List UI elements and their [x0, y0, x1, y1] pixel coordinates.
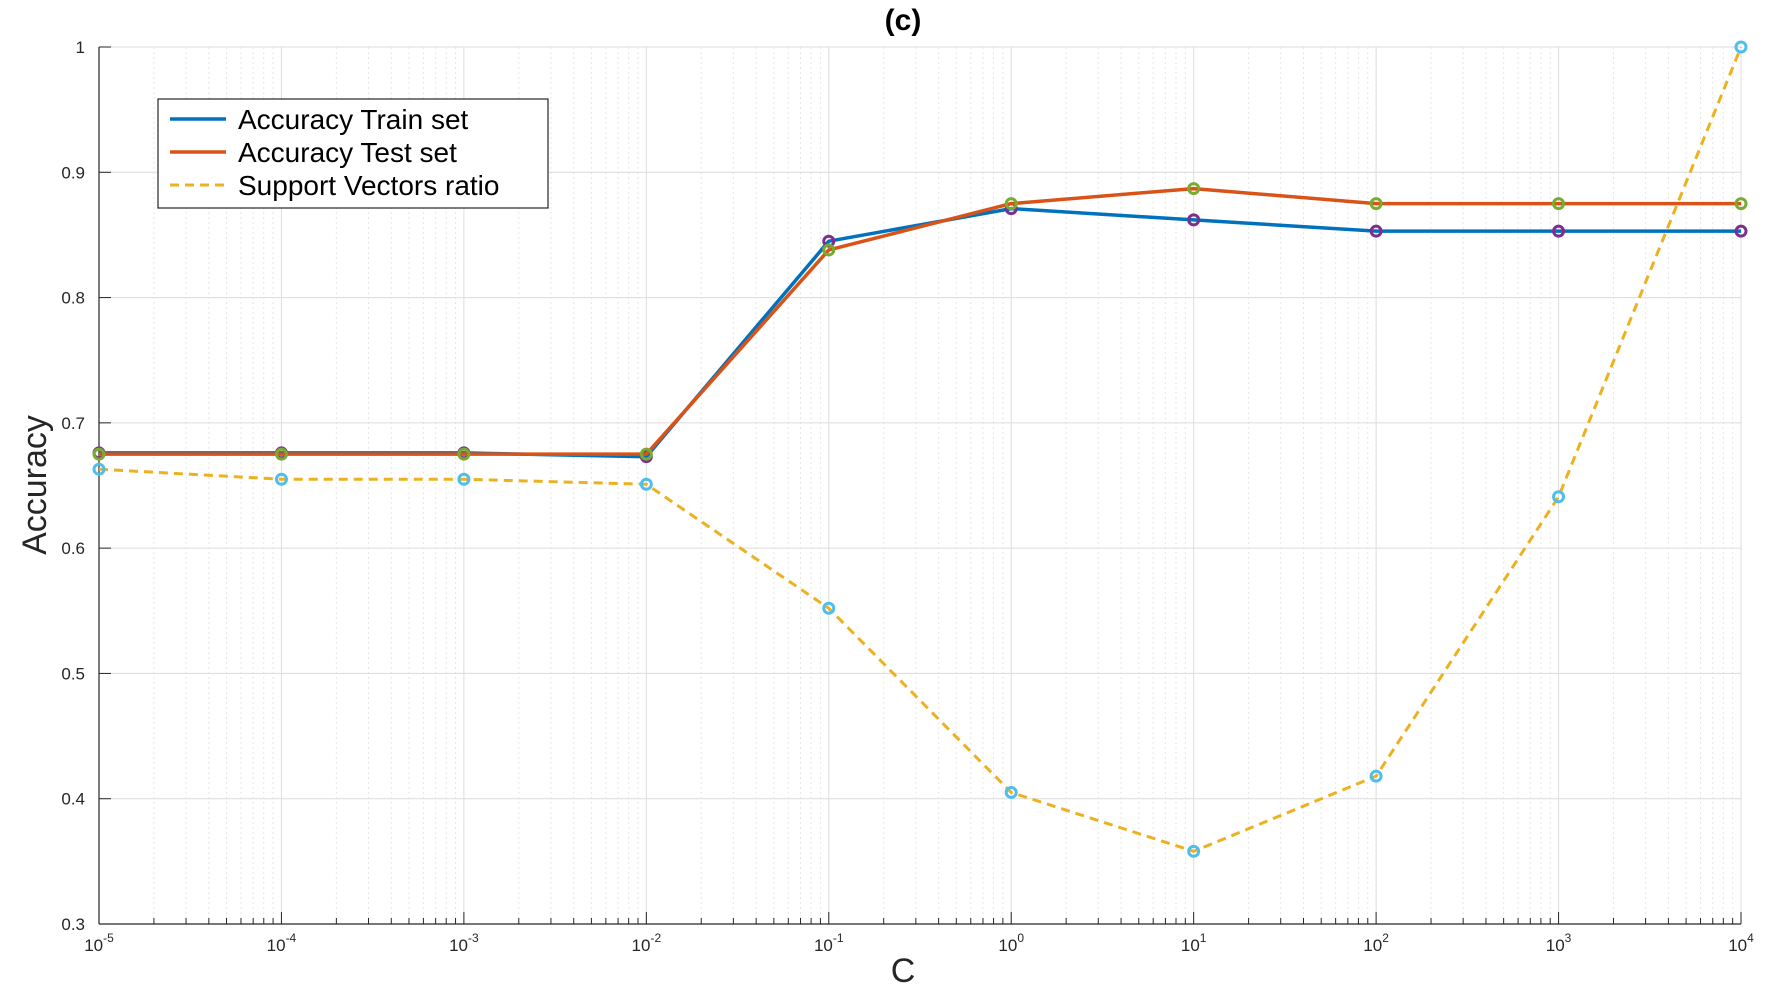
data-point [92, 447, 106, 461]
x-tick-label: 100 [998, 931, 1024, 955]
x-tick-base: 10 [449, 936, 468, 955]
x-tick-label: 102 [1363, 931, 1389, 955]
series-line [99, 186, 1741, 456]
x-tick-labels: 10-5 10-4 10-3 10-2 10-1 100 101 102 103 104 [84, 931, 1754, 955]
data-point [1004, 197, 1018, 211]
x-tick-exponent: 3 [1565, 931, 1572, 945]
data-point [457, 472, 471, 486]
x-tick-label: 103 [1546, 931, 1572, 955]
data-point [1734, 197, 1748, 211]
y-axis-title: Accuracy [16, 415, 54, 555]
x-tick-base: 10 [267, 936, 286, 955]
series-layer [92, 40, 1748, 858]
data-point [1187, 182, 1201, 196]
data-point [1552, 490, 1566, 504]
x-tick-label: 10-4 [267, 931, 297, 955]
data-point [1734, 40, 1748, 54]
y-tick-label: 0.8 [61, 289, 85, 308]
series-2 [92, 182, 1748, 461]
x-tick-label: 104 [1728, 931, 1754, 955]
series-line [98, 46, 1743, 853]
x-tick-exponent: -5 [103, 931, 114, 945]
x-tick-base: 10 [1546, 936, 1565, 955]
x-tick-exponent: -4 [286, 931, 297, 945]
data-point [639, 447, 653, 461]
x-tick-exponent: -3 [468, 931, 479, 945]
data-point [1734, 224, 1748, 238]
data-point [1004, 785, 1018, 799]
data-point [457, 447, 471, 461]
series-3 [92, 40, 1748, 858]
minor-grid [153, 47, 1734, 924]
x-tick-exponent: 0 [1017, 931, 1024, 945]
y-tick-label: 0.4 [61, 790, 85, 809]
x-tick-base: 10 [1181, 936, 1200, 955]
data-point [1552, 197, 1566, 211]
x-tick-exponent: 4 [1747, 931, 1754, 945]
x-tick-exponent: -1 [833, 931, 844, 945]
data-point [274, 472, 288, 486]
data-point [1369, 197, 1383, 211]
y-tick-label: 0.3 [61, 915, 85, 934]
legend-label: Accuracy Test set [238, 137, 457, 168]
y-tick-labels: 0.3 0.4 0.5 0.6 0.7 0.8 0.9 1 [61, 38, 85, 934]
legend-label: Support Vectors ratio [238, 170, 499, 201]
data-point [1552, 224, 1566, 238]
x-tick-label: 10-3 [449, 931, 479, 955]
x-tick-exponent: 1 [1200, 931, 1207, 945]
y-tick-label: 1 [76, 38, 85, 57]
data-point [1369, 224, 1383, 238]
series-line [99, 206, 1741, 459]
legend-label: Accuracy Train set [238, 104, 469, 135]
data-point [1187, 844, 1201, 858]
data-point [639, 477, 653, 491]
x-tick-label: 10-2 [632, 931, 662, 955]
data-point [1369, 769, 1383, 783]
data-point [822, 243, 836, 257]
y-tick-label: 0.5 [61, 664, 85, 683]
data-point [1187, 213, 1201, 227]
chart-title: (c) [885, 4, 922, 37]
x-tick-base: 10 [1728, 936, 1747, 955]
x-tick-exponent: 2 [1382, 931, 1389, 945]
x-tick-label: 10-1 [814, 931, 844, 955]
x-tick-base: 10 [998, 936, 1017, 955]
y-tick-label: 0.6 [61, 539, 85, 558]
x-tick-base: 10 [84, 936, 103, 955]
y-tick-label: 0.9 [61, 163, 85, 182]
x-tick-base: 10 [632, 936, 651, 955]
x-tick-base: 10 [814, 936, 833, 955]
data-point [822, 601, 836, 615]
axes [98, 46, 1742, 925]
data-point [274, 447, 288, 461]
x-axis-title: C [891, 952, 916, 990]
x-tick-base: 10 [1363, 936, 1382, 955]
y-tick-label: 0.7 [61, 414, 85, 433]
x-tick-label: 101 [1181, 931, 1207, 955]
x-tick-exponent: -2 [650, 931, 661, 945]
x-tick-label: 10-5 [84, 931, 114, 955]
data-point [92, 462, 106, 476]
